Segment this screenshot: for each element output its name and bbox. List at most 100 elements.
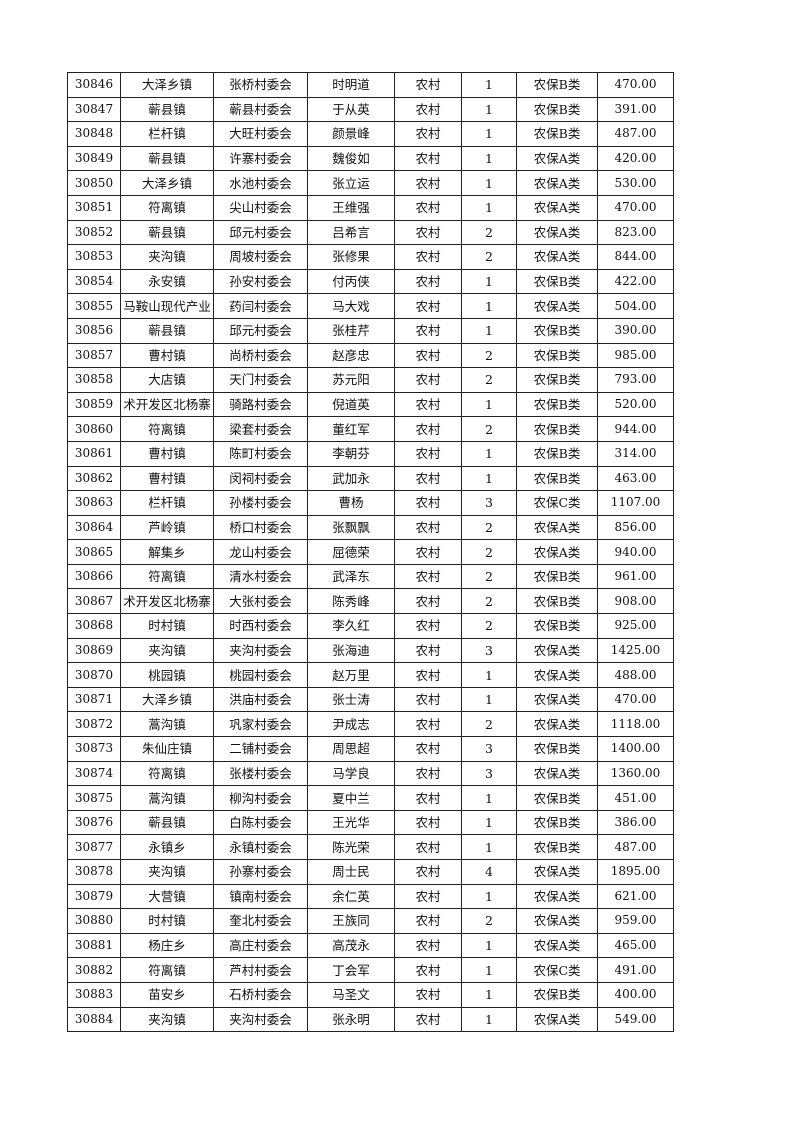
town-cell: 术开发区北杨寨 [120, 391, 214, 418]
person-name-cell: 马学良 [307, 760, 395, 787]
insurance-category-cell: 农保A类 [516, 293, 598, 319]
village-committee-cell: 张楼村委会 [213, 760, 308, 787]
table-row: 30870 桃园镇 桃园村委会 赵万里 农村 1 农保A类 488.00 [67, 662, 674, 688]
table-row: 30848 栏杆镇 大旺村委会 颜景峰 农村 1 农保B类 487.00 [67, 121, 674, 147]
village-committee-cell: 周坡村委会 [213, 244, 308, 270]
village-committee-cell: 奎北村委会 [213, 908, 308, 934]
town-cell: 栏杆镇 [120, 121, 214, 147]
person-name-cell: 周士民 [307, 859, 395, 885]
person-name-cell: 陈光荣 [307, 834, 395, 860]
household-count-cell: 2 [461, 416, 517, 442]
household-count-cell: 2 [461, 563, 517, 590]
area-type-cell: 农村 [394, 416, 462, 442]
table-row: 30855 马鞍山现代产业 药闫村委会 马大戏 农村 1 农保A类 504.00 [67, 293, 674, 319]
table-row: 30872 蒿沟镇 巩家村委会 尹成志 农村 2 农保A类 1118.00 [67, 711, 674, 738]
table-row: 30849 蕲县镇 许寨村委会 魏俊如 农村 1 农保A类 420.00 [67, 145, 674, 172]
amount-cell: 959.00 [597, 908, 674, 934]
household-count-cell: 1 [461, 957, 517, 983]
town-cell: 苗安乡 [120, 981, 214, 1008]
household-count-cell: 1 [461, 194, 517, 221]
insurance-category-cell: 农保B类 [516, 563, 598, 590]
town-cell: 解集乡 [120, 539, 214, 565]
village-committee-cell: 邱元村委会 [213, 219, 308, 246]
amount-cell: 504.00 [597, 293, 674, 319]
insurance-category-cell: 农保B类 [516, 785, 598, 811]
table-row: 30884 夹沟镇 夹沟村委会 张永明 农村 1 农保A类 549.00 [67, 1006, 674, 1033]
record-id-cell: 30857 [67, 342, 121, 369]
village-committee-cell: 许寨村委会 [213, 145, 308, 172]
person-name-cell: 马大戏 [307, 293, 395, 319]
table-row: 30863 栏杆镇 孙楼村委会 曹杨 农村 3 农保C类 1107.00 [67, 490, 674, 516]
household-count-cell: 1 [461, 465, 517, 492]
insurance-category-cell: 农保A类 [516, 145, 598, 172]
table-row: 30875 蒿沟镇 柳沟村委会 夏中兰 农村 1 农保B类 451.00 [67, 785, 674, 811]
area-type-cell: 农村 [394, 662, 462, 688]
insurance-category-cell: 农保B类 [516, 367, 598, 393]
town-cell: 大泽乡镇 [120, 686, 214, 713]
record-id-cell: 30861 [67, 440, 121, 467]
town-cell: 符离镇 [120, 760, 214, 787]
person-name-cell: 张修果 [307, 244, 395, 270]
household-count-cell: 2 [461, 588, 517, 615]
record-id-cell: 30872 [67, 711, 121, 738]
village-committee-cell: 柳沟村委会 [213, 785, 308, 811]
town-cell: 夹沟镇 [120, 859, 214, 885]
amount-cell: 823.00 [597, 219, 674, 246]
town-cell: 时村镇 [120, 908, 214, 934]
amount-cell: 386.00 [597, 809, 674, 836]
record-id-cell: 30854 [67, 268, 121, 295]
town-cell: 夹沟镇 [120, 637, 214, 664]
village-committee-cell: 大张村委会 [213, 588, 308, 615]
area-type-cell: 农村 [394, 244, 462, 270]
record-id-cell: 30846 [67, 72, 121, 98]
town-cell: 蒿沟镇 [120, 711, 214, 738]
area-type-cell: 农村 [394, 613, 462, 639]
area-type-cell: 农村 [394, 367, 462, 393]
area-type-cell: 农村 [394, 268, 462, 295]
person-name-cell: 余仁英 [307, 883, 395, 910]
village-committee-cell: 夹沟村委会 [213, 637, 308, 664]
person-name-cell: 吕希言 [307, 219, 395, 246]
table-row: 30866 符离镇 清水村委会 武泽东 农村 2 农保B类 961.00 [67, 563, 674, 590]
area-type-cell: 农村 [394, 391, 462, 418]
village-committee-cell: 芦村村委会 [213, 957, 308, 983]
insurance-category-cell: 农保B类 [516, 440, 598, 467]
town-cell: 夹沟镇 [120, 1006, 214, 1033]
amount-cell: 940.00 [597, 539, 674, 565]
town-cell: 蒿沟镇 [120, 785, 214, 811]
amount-cell: 422.00 [597, 268, 674, 295]
area-type-cell: 农村 [394, 883, 462, 910]
town-cell: 符离镇 [120, 194, 214, 221]
insurance-category-cell: 农保B类 [516, 834, 598, 860]
amount-cell: 463.00 [597, 465, 674, 492]
amount-cell: 1107.00 [597, 490, 674, 516]
amount-cell: 451.00 [597, 785, 674, 811]
household-count-cell: 1 [461, 932, 517, 959]
area-type-cell: 农村 [394, 514, 462, 541]
household-count-cell: 2 [461, 342, 517, 369]
area-type-cell: 农村 [394, 145, 462, 172]
town-cell: 永安镇 [120, 268, 214, 295]
insurance-category-cell: 农保A类 [516, 1006, 598, 1033]
household-count-cell: 1 [461, 834, 517, 860]
area-type-cell: 农村 [394, 760, 462, 787]
table-row: 30881 杨庄乡 高庄村委会 高茂永 农村 1 农保A类 465.00 [67, 932, 674, 959]
table-row: 30876 蕲县镇 白陈村委会 王光华 农村 1 农保B类 386.00 [67, 809, 674, 836]
household-count-cell: 1 [461, 391, 517, 418]
village-committee-cell: 张桥村委会 [213, 72, 308, 98]
person-name-cell: 王族同 [307, 908, 395, 934]
household-count-cell: 1 [461, 72, 517, 98]
record-id-cell: 30871 [67, 686, 121, 713]
record-id-cell: 30848 [67, 121, 121, 147]
village-committee-cell: 陈町村委会 [213, 440, 308, 467]
insurance-category-cell: 农保A类 [516, 219, 598, 246]
village-committee-cell: 白陈村委会 [213, 809, 308, 836]
amount-cell: 390.00 [597, 317, 674, 344]
person-name-cell: 张永明 [307, 1006, 395, 1033]
record-id-cell: 30868 [67, 613, 121, 639]
record-id-cell: 30851 [67, 194, 121, 221]
household-count-cell: 1 [461, 268, 517, 295]
village-committee-cell: 骑路村委会 [213, 391, 308, 418]
village-committee-cell: 高庄村委会 [213, 932, 308, 959]
household-count-cell: 1 [461, 809, 517, 836]
